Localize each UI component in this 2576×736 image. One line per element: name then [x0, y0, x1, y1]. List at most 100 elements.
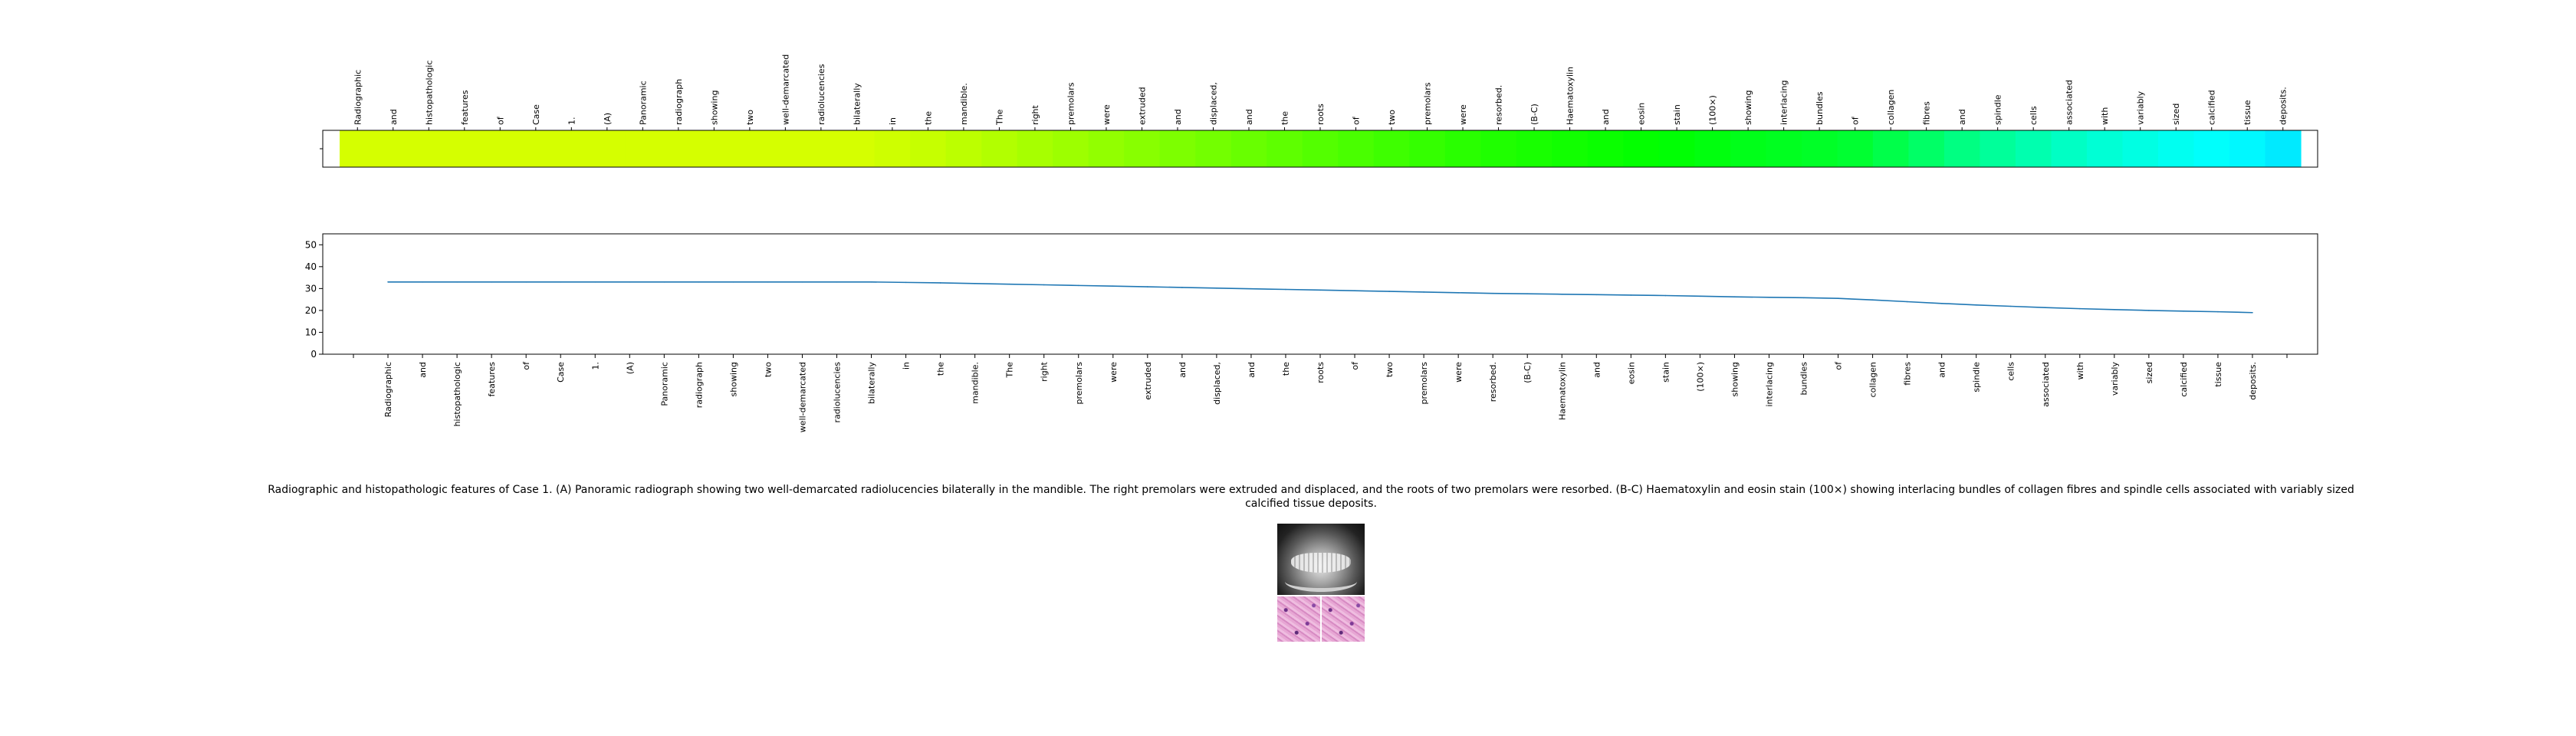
histology-image-b — [1277, 596, 1320, 642]
x-tick-label: mandible. — [971, 362, 981, 404]
data-point — [2183, 310, 2184, 312]
y-tick-label: 0 — [310, 349, 317, 360]
data-point — [1354, 290, 1355, 292]
heatmap-token-label: were — [1102, 104, 1112, 125]
data-point — [1112, 285, 1114, 288]
heatmap-token-label: spindle — [1993, 94, 2003, 125]
data-point — [2217, 310, 2219, 313]
data-point — [1077, 284, 1079, 287]
x-tick-label: sized — [2144, 362, 2154, 383]
heatmap-cell — [1053, 130, 1089, 167]
x-tick-label: and — [1592, 362, 1602, 378]
heatmap-cell — [1088, 130, 1125, 167]
heatmap-cell — [1908, 130, 1945, 167]
heatmap-token-label: collagen — [1886, 90, 1896, 125]
heatmap-cell — [1338, 130, 1375, 167]
heatmap-cell — [1730, 130, 1766, 167]
data-point — [1319, 289, 1321, 291]
heatmap-cell — [1195, 130, 1232, 167]
data-point — [1216, 287, 1217, 289]
heatmap-token-label: and — [1957, 109, 1967, 125]
x-tick-label: associated — [2041, 362, 2051, 407]
heatmap-token-label: extruded — [1137, 87, 1147, 125]
heatmap-token-label: right — [1030, 104, 1040, 125]
heatmap-token-label: two — [1387, 110, 1397, 125]
data-point — [767, 281, 769, 283]
data-point — [1043, 284, 1045, 286]
x-tick-label: 1. — [590, 362, 600, 370]
data-point — [525, 281, 527, 283]
heatmap-cell — [1480, 130, 1517, 167]
data-point — [1008, 283, 1010, 285]
x-tick-label: stain — [1661, 362, 1671, 383]
data-point — [2009, 305, 2012, 307]
heatmap-cell — [2157, 130, 2195, 167]
panoramic-radiograph-image — [1277, 524, 1365, 595]
data-point — [1664, 294, 1667, 297]
heatmap-token-label: Radiographic — [353, 70, 363, 125]
heatmap-token-label: associated — [2065, 80, 2075, 125]
x-tick-label: well-demarcated — [797, 362, 807, 432]
data-point — [1561, 293, 1563, 295]
heatmap-token-label: resorbed. — [1494, 85, 1504, 125]
y-tick-label: 50 — [305, 239, 317, 250]
data-point — [629, 281, 631, 283]
heatmap-cell — [411, 130, 448, 167]
data-point — [1492, 292, 1493, 294]
heatmap-cell — [1017, 130, 1053, 167]
x-tick-label: two — [763, 362, 773, 377]
x-tick-label: showing — [1730, 362, 1740, 396]
heatmap-token-label: showing — [1743, 90, 1753, 125]
heatmap-cell — [589, 130, 626, 167]
heatmap-cell — [2015, 130, 2052, 167]
heatmap-token-label: stain — [1672, 104, 1682, 125]
heatmap-token-label: in — [888, 117, 898, 125]
heatmap-cell — [1658, 130, 1695, 167]
x-tick-label: (B-C) — [1523, 362, 1533, 383]
x-tick-label: resorbed. — [1488, 362, 1498, 402]
heatmap-token-label: Case — [531, 104, 541, 125]
heatmap-cell — [981, 130, 1018, 167]
heatmap-cell — [1766, 130, 1802, 167]
data-point — [1733, 296, 1736, 298]
x-tick-label: fibres — [1903, 362, 1913, 386]
x-tick-label: Haematoxylin — [1557, 362, 1567, 420]
x-tick-label: cells — [2006, 362, 2016, 381]
figure-caption: Radiographic and histopathologic feature… — [268, 484, 2354, 510]
data-point — [1250, 288, 1252, 290]
data-point — [1526, 293, 1529, 295]
heatmap-cell — [482, 130, 519, 167]
heatmap-token-label: (A) — [603, 113, 613, 125]
x-tick-label: in — [902, 362, 912, 370]
heatmap-cell — [340, 130, 376, 167]
data-point — [1871, 299, 1874, 301]
heatmap-token-label: features — [460, 90, 470, 125]
heatmap-token-label: displaced, — [1208, 82, 1218, 125]
xray-mandible-outline — [1285, 571, 1357, 592]
histology-image-c — [1322, 596, 1365, 642]
heatmap-cell — [1409, 130, 1446, 167]
attention-heatmap: Radiographic and histopathologic features of… — [320, 54, 2318, 168]
heatmap-token-label: bilaterally — [852, 83, 862, 125]
heatmap-token-label: and — [1173, 109, 1183, 125]
y-tick-label: 10 — [305, 327, 317, 337]
heatmap-cell — [2122, 130, 2159, 167]
heatmap-cell — [1623, 130, 1660, 167]
x-tick-label: premolars — [1419, 362, 1429, 405]
x-tick-label: radiograph — [694, 362, 704, 408]
heatmap-token-label: of — [1851, 116, 1861, 125]
data-point — [560, 281, 562, 283]
heatmap-token-label: premolars — [1066, 82, 1076, 125]
heatmap-cell — [1587, 130, 1624, 167]
heatmap-token-label: with — [2100, 107, 2110, 125]
heatmap-token-label: radiolucencies — [816, 64, 826, 125]
x-tick-label: features — [487, 362, 497, 397]
heatmap-token-label: Haematoxylin — [1566, 67, 1576, 125]
heatmap-cell — [1944, 130, 1981, 167]
y-tick-label: 40 — [305, 261, 317, 272]
x-tick-label: eosin — [1626, 362, 1636, 384]
x-tick-label: The — [1005, 362, 1015, 379]
heatmap-token-label: fibres — [1922, 101, 1932, 125]
xray-teeth-region — [1291, 553, 1351, 573]
